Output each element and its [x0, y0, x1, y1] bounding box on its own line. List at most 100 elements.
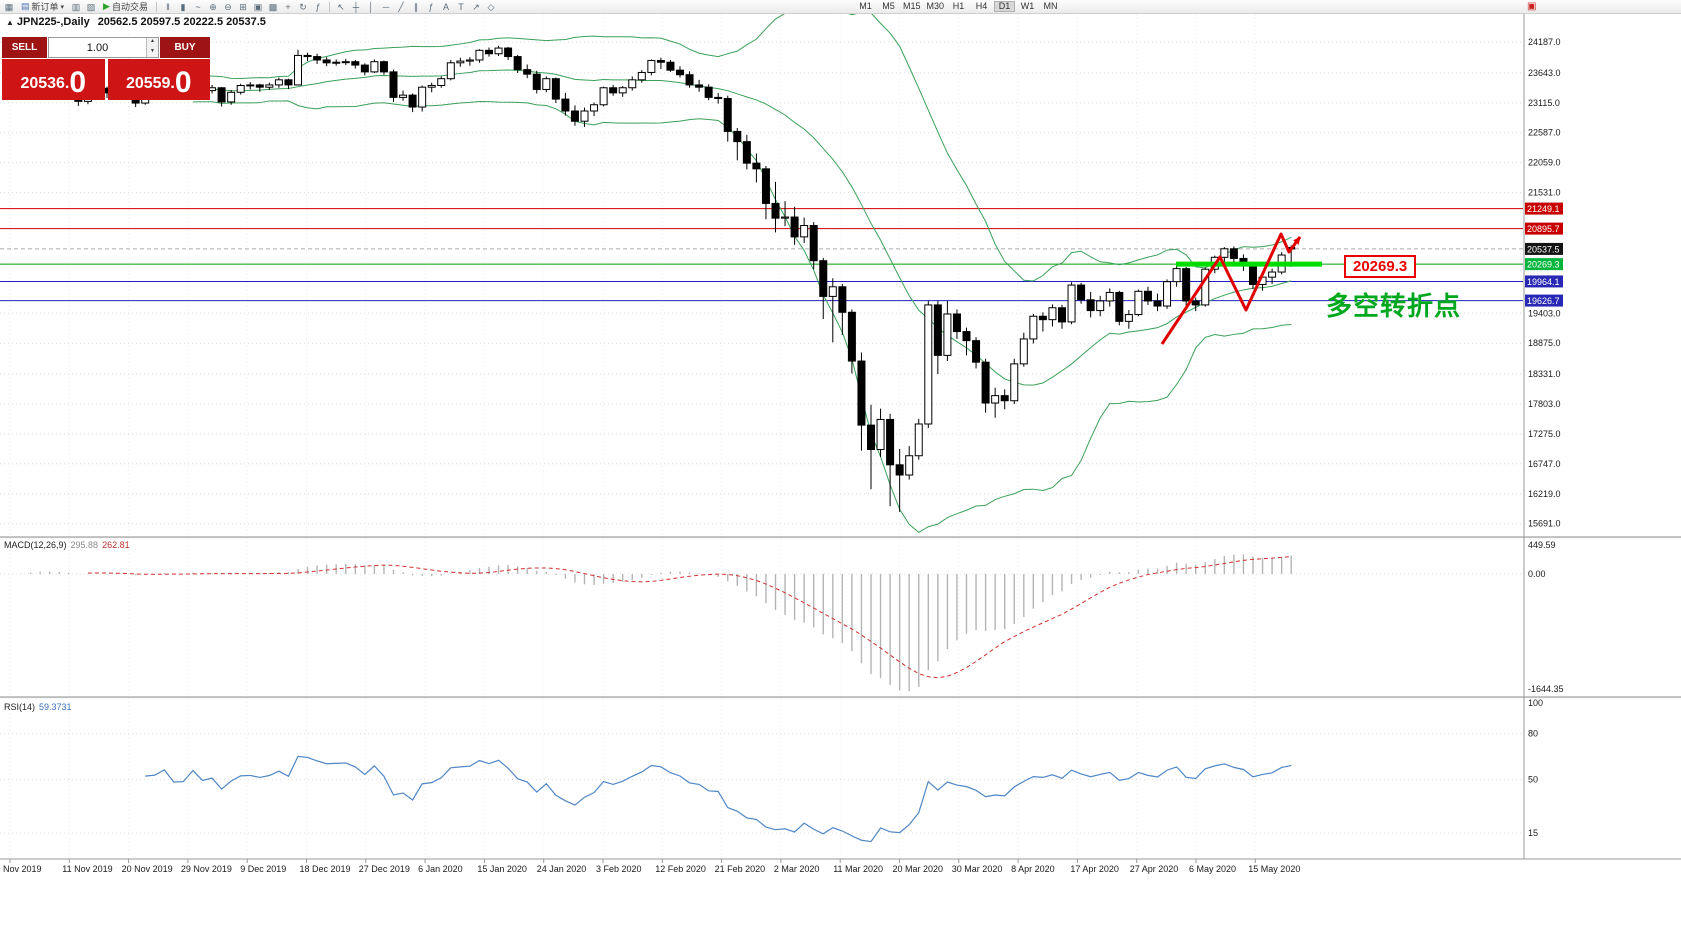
candle-chart-icon[interactable]: ▮ — [180, 1, 186, 12]
svg-text:12 Feb 2020: 12 Feb 2020 — [655, 864, 706, 874]
volume-input[interactable] — [49, 38, 146, 57]
terminal-icon[interactable]: ▦ — [4, 1, 14, 12]
svg-text:11 Nov 2019: 11 Nov 2019 — [62, 864, 112, 874]
new-order-button[interactable]: ▤ 新订单 ▾ — [18, 0, 67, 13]
fibonacci-icon[interactable]: ƒ — [428, 1, 434, 12]
tile-windows-icon[interactable]: ▣ — [253, 1, 263, 12]
price-tag-20537.5: 20537.5 — [1525, 242, 1563, 255]
volume-decrease-button[interactable]: ▼ — [147, 47, 158, 57]
timeframe-D1[interactable]: D1 — [994, 1, 1016, 12]
bollinger-middle-band — [192, 69, 1292, 386]
profiles-icon[interactable]: ▨ — [86, 1, 96, 12]
svg-text:0.00: 0.00 — [1528, 569, 1546, 579]
price-tag-19964.1: 19964.1 — [1525, 275, 1563, 288]
charts-window-icon[interactable]: ▥ — [71, 1, 81, 12]
buy-button[interactable]: BUY — [160, 37, 210, 58]
timeframe-M1[interactable]: M1 — [859, 1, 872, 11]
horizontal-level-lines[interactable] — [0, 208, 1523, 302]
svg-text:2 Mar 2020: 2 Mar 2020 — [774, 864, 820, 874]
svg-text:18331.0: 18331.0 — [1528, 369, 1561, 379]
vertical-line-icon[interactable]: │ — [368, 1, 374, 12]
grid-icon[interactable]: ⊞ — [239, 1, 247, 12]
svg-text:-1644.35: -1644.35 — [1528, 684, 1564, 694]
rsi-value: 59.3731 — [39, 702, 72, 712]
refresh-icon[interactable]: ↻ — [299, 1, 307, 12]
timeframe-MN[interactable]: MN — [1043, 1, 1058, 11]
svg-text:18875.0: 18875.0 — [1528, 338, 1561, 348]
svg-text:30 Mar 2020: 30 Mar 2020 — [952, 864, 1003, 874]
main-toolbar: ▦ ▤ 新订单 ▾ ▥ ▨ ▶ 自动交易 ǁ ▮ ~ ⊕ ⊖ ⊞ ▣ ▩ + ↻ ƒ ↖ ┼ │ ─ ╱ ∥ ƒ A T ↗ ◇ — [0, 0, 1681, 14]
volume-increase-button[interactable]: ▲ — [147, 38, 158, 48]
label-icon[interactable]: T — [458, 1, 464, 12]
shapes-icon[interactable]: ◇ — [487, 1, 495, 12]
zoom-in-icon[interactable]: ⊕ — [209, 1, 217, 12]
buy-price-main: 20559. — [125, 75, 175, 92]
text-icon[interactable]: A — [442, 1, 449, 12]
timeframe-H4[interactable]: H4 — [975, 1, 988, 11]
vertical-gridlines — [9, 14, 1256, 859]
sell-price-button[interactable]: 20536. 0 — [2, 59, 105, 100]
svg-text:23115.0: 23115.0 — [1528, 98, 1560, 108]
price-tag-20895.7: 20895.7 — [1525, 222, 1563, 235]
svg-text:15691.0: 15691.0 — [1528, 519, 1561, 529]
svg-text:24 Jan 2020: 24 Jan 2020 — [537, 864, 587, 874]
channel-icon[interactable]: ∥ — [413, 1, 419, 12]
svg-text:8 Apr 2020: 8 Apr 2020 — [1011, 864, 1055, 874]
indicators-icon[interactable]: ƒ — [315, 1, 321, 12]
svg-text:17 Apr 2020: 17 Apr 2020 — [1070, 864, 1119, 874]
macd-panel — [0, 554, 1523, 691]
chart-title: ▲ JPN225-,Daily 20562.5 20597.5 20222.5 20… — [6, 16, 266, 28]
timeframe-W1[interactable]: W1 — [1020, 1, 1035, 11]
bar-chart-icon[interactable]: ǁ — [166, 1, 170, 12]
svg-text:50: 50 — [1528, 775, 1538, 785]
macd-histogram — [20, 554, 1292, 691]
volume-spinner: ▲ ▼ — [146, 38, 158, 57]
buy-price-pip: 0 — [174, 66, 192, 99]
svg-text:23643.0: 23643.0 — [1528, 68, 1561, 78]
rsi-line — [145, 755, 1292, 843]
crosshair-icon[interactable]: ┼ — [352, 1, 360, 12]
new-chart-icon[interactable]: + — [285, 1, 291, 12]
svg-text:21531.0: 21531.0 — [1528, 188, 1561, 198]
svg-text:22587.0: 22587.0 — [1528, 128, 1561, 138]
svg-text:6 Jan 2020: 6 Jan 2020 — [418, 864, 463, 874]
timeframe-H1[interactable]: H1 — [952, 1, 965, 11]
svg-text:20 Mar 2020: 20 Mar 2020 — [893, 864, 944, 874]
price-tag-20269.3: 20269.3 — [1525, 258, 1563, 271]
timeframe-toolbar: M1 M5 M15 M30 H1 H4 D1 W1 MN — [855, 1, 1061, 12]
cursor-icon[interactable]: ↖ — [337, 1, 345, 12]
rsi-name: RSI(14) — [4, 702, 36, 712]
symbol-arrow-icon: ▲ — [6, 18, 14, 27]
price-annotation-box[interactable]: 20269.3 — [1344, 255, 1417, 278]
timeframe-M5[interactable]: M5 — [882, 1, 895, 11]
pivot-highlight-line[interactable] — [1176, 261, 1322, 267]
timeframe-M15[interactable]: M15 — [903, 1, 921, 11]
autotrade-button[interactable]: ▶ 自动交易 — [100, 0, 151, 13]
timeframe-M30[interactable]: M30 — [926, 1, 945, 11]
svg-text:16219.0: 16219.0 — [1528, 489, 1561, 499]
sell-price-pip: 0 — [69, 66, 87, 99]
line-chart-icon[interactable]: ~ — [195, 1, 201, 12]
time-axis[interactable]: Nov 2019 11 Nov 2019 20 Nov 2019 29 Nov 201… — [0, 858, 1681, 874]
arrow-icon[interactable]: ↗ — [472, 1, 480, 12]
svg-text:20895.7: 20895.7 — [1527, 224, 1560, 234]
sell-button[interactable]: SELL — [2, 37, 47, 58]
trend-zigzag-arrow[interactable] — [1160, 232, 1302, 345]
buy-price-button[interactable]: 20559. 0 — [107, 59, 210, 100]
svg-text:80: 80 — [1528, 729, 1538, 739]
svg-text:15: 15 — [1528, 828, 1538, 838]
rsi-panel — [0, 733, 1523, 843]
alerts-icon[interactable]: ▣ — [1527, 1, 1537, 12]
zoom-out-icon[interactable]: ⊖ — [224, 1, 232, 12]
svg-text:20269.3: 20269.3 — [1527, 260, 1560, 270]
svg-text:9 Dec 2019: 9 Dec 2019 — [240, 864, 286, 874]
trendline-icon[interactable]: ╱ — [398, 1, 404, 12]
horizontal-line-icon[interactable]: ─ — [382, 1, 390, 12]
cascade-windows-icon[interactable]: ▩ — [268, 1, 278, 12]
main-price-chart[interactable] — [0, 2, 1523, 533]
pivot-annotation-text[interactable]: 多空转折点 — [1326, 292, 1462, 322]
price-axis[interactable]: 24187.0 23643.0 23115.0 22587.0 22059.0 21531… — [1523, 14, 1564, 859]
panel-separators — [0, 536, 1681, 699]
